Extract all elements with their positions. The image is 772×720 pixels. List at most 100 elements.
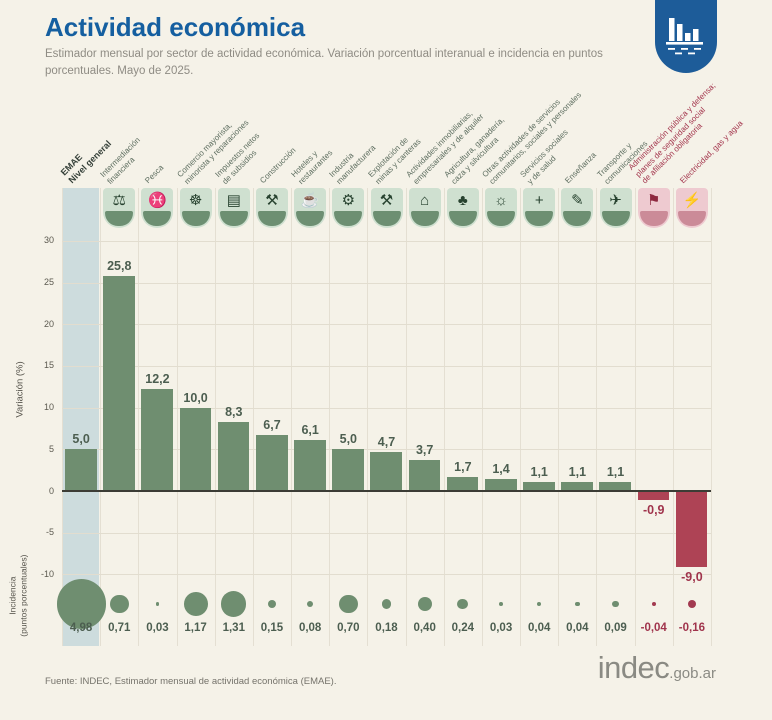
gridline-vertical — [481, 188, 483, 646]
incidence-value-label: 0,18 — [375, 622, 398, 634]
bar-value-label: -9,0 — [681, 570, 703, 585]
variation-bar — [484, 479, 517, 491]
incidence-value-label: 0,04 — [566, 622, 589, 634]
incidence-circle — [651, 601, 656, 607]
tax-documents-icon-glyph: ▤ — [226, 192, 241, 209]
variation-bar — [637, 492, 670, 500]
gridline-vertical — [558, 188, 560, 646]
variation-bar — [599, 481, 632, 491]
incidence-circle — [155, 602, 160, 606]
incidence-circle — [499, 602, 503, 606]
gridline-vertical — [100, 188, 102, 646]
incidence-value-label: 0,04 — [528, 622, 551, 634]
government-building-icon-glyph: ⚑ — [647, 192, 661, 209]
logo-main-text: indec — [597, 650, 670, 685]
gridline-vertical — [138, 188, 140, 646]
icon-ground-shape — [219, 211, 248, 226]
gridline-vertical — [443, 188, 445, 646]
fish-icon-glyph: ♓ — [148, 192, 167, 209]
variation-bar — [179, 407, 212, 491]
gridline-vertical — [329, 188, 331, 646]
incidence-value-label: 0,70 — [337, 622, 360, 634]
gridline-vertical — [634, 188, 636, 646]
icon-ground-shape — [525, 211, 554, 226]
variation-bar — [370, 451, 403, 491]
incidence-circle — [417, 597, 432, 611]
category-label: Enseñanza — [563, 150, 599, 186]
variation-bar — [141, 389, 174, 491]
incidence-circle — [56, 579, 106, 629]
bar-value-label: 12,2 — [145, 372, 170, 387]
hotel-restaurant-icon-glyph: ☕ — [300, 192, 320, 209]
tax-documents-icon: ▤ — [217, 188, 250, 228]
y-axis-tick-label: 25 — [43, 277, 54, 287]
incidence-circle — [537, 601, 542, 607]
icon-ground-shape — [487, 211, 516, 226]
variation-bar — [523, 481, 555, 491]
gridline-horizontal — [62, 449, 711, 451]
incidence-circle — [307, 600, 314, 608]
bank-columns-icon-glyph: ⚖ — [112, 192, 126, 209]
variation-bar — [294, 440, 326, 491]
electricity-plant-icon: ⚡ — [675, 188, 708, 228]
transport-comms-icon: ✈ — [599, 188, 632, 228]
bar-value-label: 5,0 — [72, 432, 90, 447]
bar-value-label: 1,1 — [606, 464, 625, 479]
gridline-vertical — [252, 188, 254, 646]
incidence-circle — [381, 599, 392, 609]
industry-gears-icon-glyph: ⚙ — [341, 192, 356, 209]
y-axis-tick-label: 30 — [43, 235, 54, 246]
gridline-horizontal — [62, 282, 711, 284]
category-label: Industria manufacturera — [327, 142, 378, 186]
variation-bar — [561, 481, 593, 491]
y-axis-tick-label: 15 — [43, 360, 54, 371]
incidence-circle — [612, 600, 619, 608]
incidence-circle — [339, 594, 358, 614]
health-cross-icon: + — [523, 188, 556, 228]
gridline-horizontal — [62, 574, 711, 576]
real-estate-key-icon: ⌂ — [408, 188, 441, 228]
commerce-truck-icon-glyph: ☸ — [188, 192, 203, 209]
oil-pump-icon-glyph: ⚒ — [379, 192, 394, 209]
incidence-value-label: 0,15 — [260, 622, 284, 634]
icon-ground-shape — [334, 211, 363, 226]
bar-value-label: -0,9 — [642, 502, 665, 517]
variation-bar — [446, 476, 479, 491]
variation-bar — [332, 449, 364, 491]
bar-value-label: 5,0 — [339, 432, 358, 447]
icon-ground-shape — [372, 211, 401, 226]
gridline-vertical — [520, 188, 522, 646]
bar-value-label: 1,4 — [492, 462, 510, 477]
gridline-vertical — [214, 188, 216, 646]
gridline-horizontal — [62, 407, 711, 409]
variation-bar — [103, 275, 135, 491]
incidence-circle — [687, 599, 697, 609]
electricity-plant-icon-glyph: ⚡ — [682, 192, 702, 209]
bar-value-label: 6,1 — [301, 423, 319, 438]
incidence-value-label: 0,71 — [108, 622, 131, 634]
transport-comms-icon-glyph: ✈ — [609, 192, 622, 209]
bar-value-label: 1,1 — [568, 464, 587, 479]
incidence-value-label: 0,08 — [298, 622, 322, 634]
zero-axis-line — [62, 490, 711, 492]
bank-columns-icon: ⚖ — [103, 188, 136, 228]
school-icon: ✎ — [561, 188, 594, 228]
bar-value-label: 6,7 — [263, 418, 281, 433]
industry-gears-icon: ⚙ — [332, 188, 365, 228]
gridline-vertical — [291, 188, 293, 646]
y-axis-tick-label: 0 — [48, 485, 54, 496]
icon-ground-shape — [677, 211, 706, 226]
icon-ground-shape — [181, 211, 210, 226]
icon-ground-shape — [105, 211, 134, 226]
incidence-circle — [575, 601, 580, 607]
icon-ground-shape — [448, 211, 477, 226]
indec-bar-chart-logo-icon — [655, 0, 717, 73]
school-icon-glyph: ✎ — [571, 192, 584, 209]
incidence-value-label: 4,98 — [69, 622, 93, 634]
variation-bar — [65, 449, 97, 491]
indec-wordmark-logo: indec .gob.ar — [598, 650, 716, 686]
incidence-value-label: 0,03 — [146, 622, 169, 634]
commerce-truck-icon: ☸ — [179, 188, 212, 228]
variation-bar — [675, 492, 708, 568]
